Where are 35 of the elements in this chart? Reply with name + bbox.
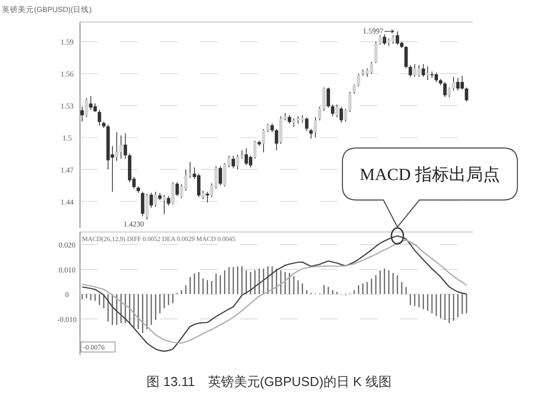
- candlestick: [124, 132, 128, 160]
- candlestick: [396, 30, 400, 46]
- candlestick: [154, 191, 158, 208]
- candlestick: [80, 106, 84, 122]
- candlestick: [145, 194, 149, 220]
- candlestick: [326, 87, 330, 108]
- candlestick: [248, 155, 252, 168]
- candlestick: [408, 64, 412, 78]
- candlestick: [98, 109, 102, 126]
- candlestick: [352, 84, 356, 94]
- caption: 图 13.11 英镑美元(GBPUSD)的日 K 线图: [146, 374, 392, 389]
- candlestick: [452, 76, 456, 92]
- candlestick: [443, 82, 447, 98]
- candlestick: [314, 116, 318, 138]
- candlestick: [330, 104, 334, 117]
- candlestick: [175, 182, 179, 196]
- candlestick: [150, 192, 153, 208]
- candlestick: [206, 191, 210, 203]
- annotation: MACD 指标出局点: [360, 165, 500, 184]
- candlestick: [253, 140, 257, 160]
- candlestick: [434, 72, 438, 83]
- candlestick: [348, 91, 352, 112]
- candlestick: [296, 116, 300, 124]
- candlestick: [404, 46, 408, 69]
- candlestick: [344, 108, 348, 122]
- candlestick: [340, 106, 343, 124]
- candlestick: [456, 77, 460, 92]
- candlestick: [422, 64, 426, 78]
- candlestick: [188, 162, 192, 178]
- candlestick: [305, 116, 308, 132]
- candlestick: [232, 155, 236, 169]
- candlestick: [140, 191, 144, 217]
- candlestick: [318, 106, 322, 121]
- candlestick: [218, 166, 222, 186]
- candlestick: [236, 154, 240, 170]
